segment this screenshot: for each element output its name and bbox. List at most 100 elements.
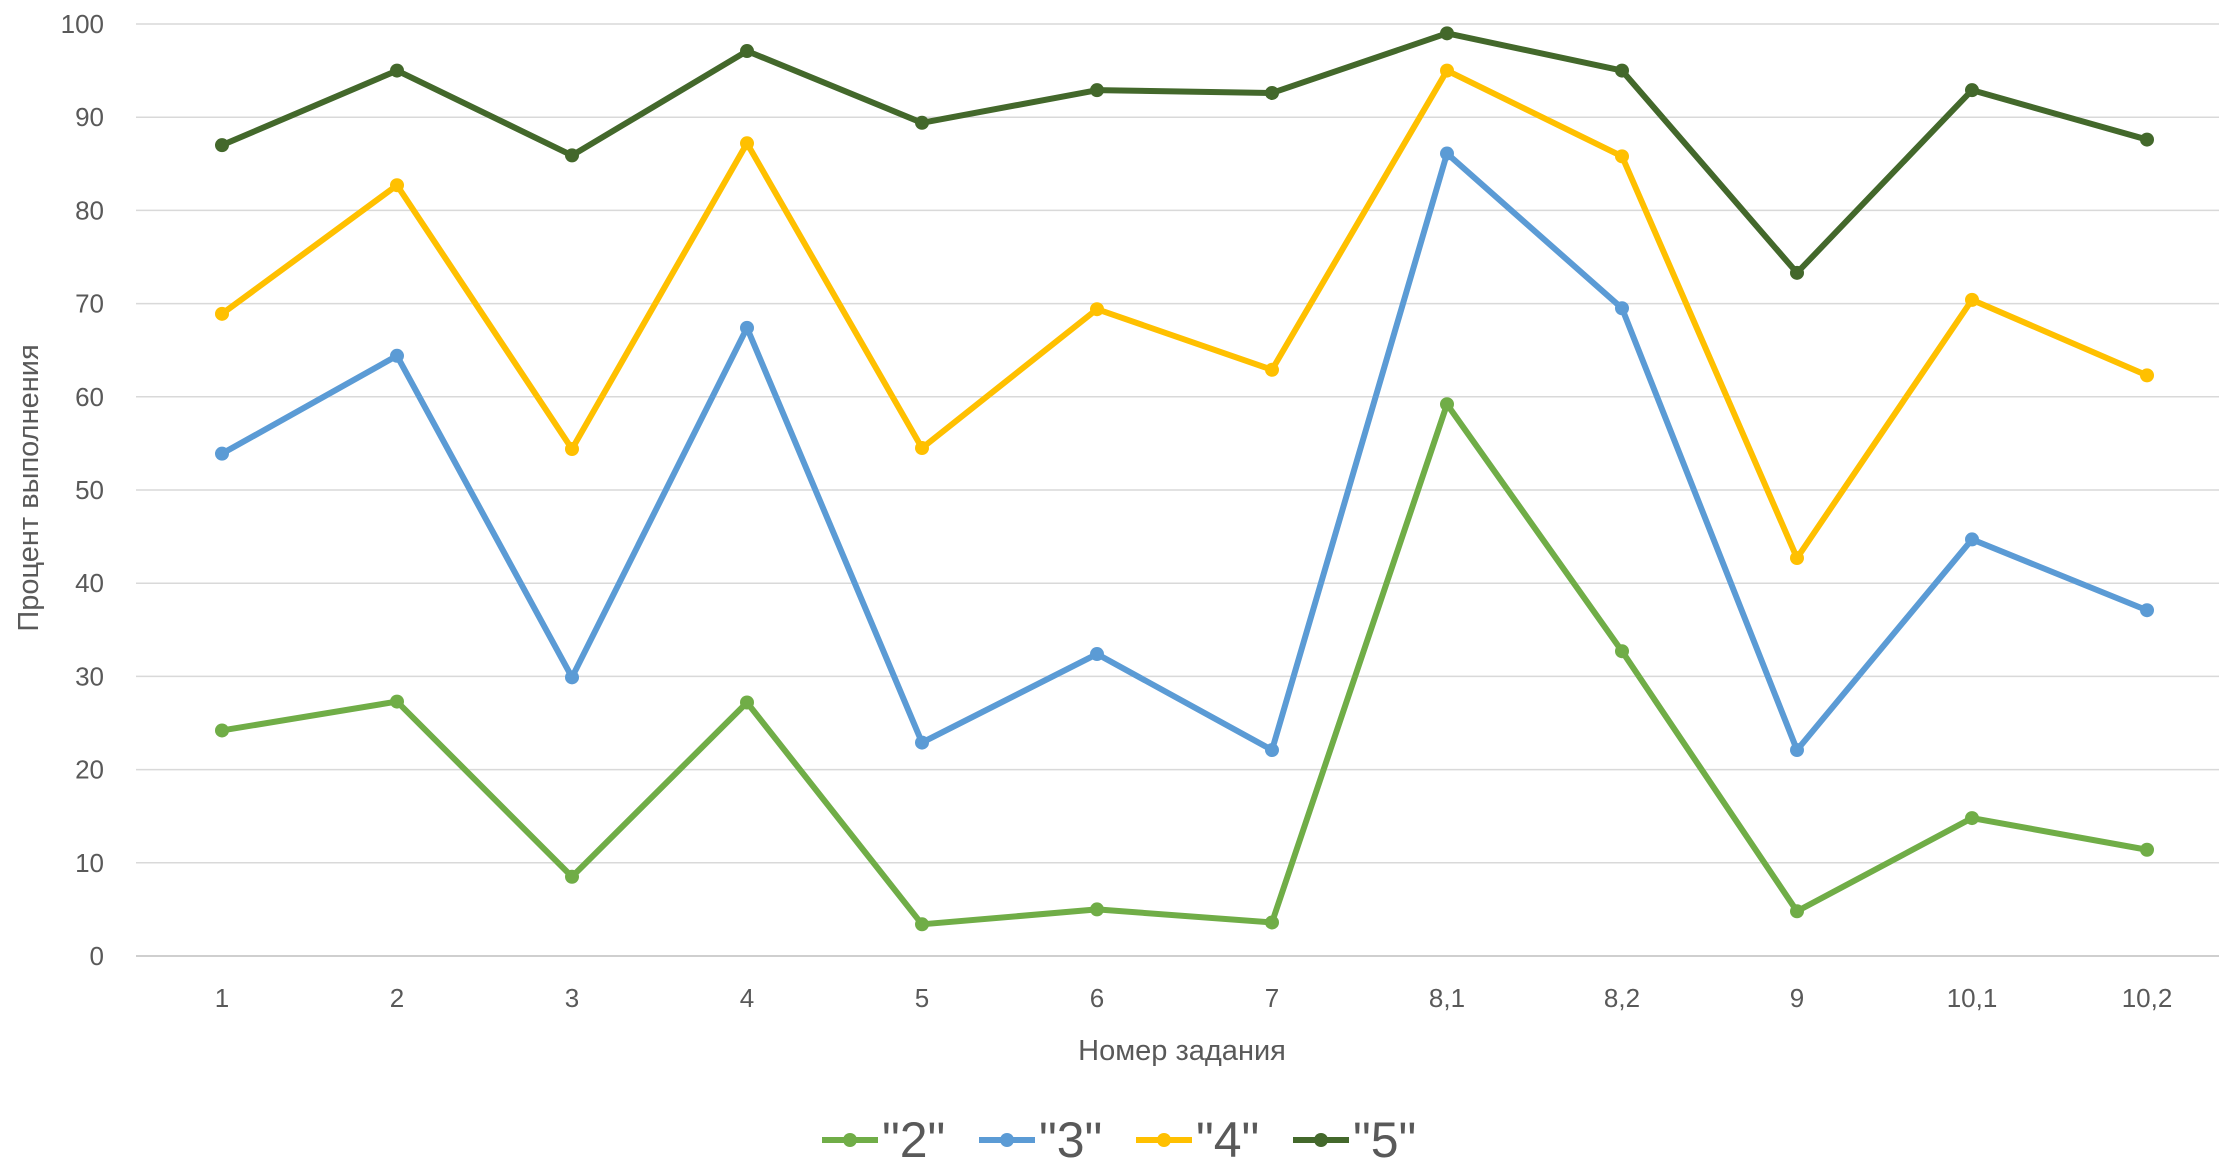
x-tick-label: 3 [565,983,579,1013]
series-3 [215,63,2154,566]
x-tick-label: 1 [215,983,229,1013]
data-point [215,306,229,321]
x-tick-label: 8,1 [1429,983,1465,1013]
data-point [1965,292,1979,307]
x-tick-label: 7 [1265,983,1279,1013]
data-point [390,178,404,193]
data-point [1965,532,1979,547]
data-point [1090,302,1104,317]
data-point [565,869,579,884]
series-2 [215,146,2154,758]
data-point [2140,132,2154,147]
data-point [215,446,229,461]
y-tick-label: 90 [75,102,104,132]
y-tick-label: 20 [75,755,104,785]
x-axis-title: Номер задания [1078,1035,1286,1067]
legend-swatch-marker [1314,1133,1328,1147]
legend-swatch-marker [1000,1133,1014,1147]
data-point [1790,743,1804,758]
legend-label: "3" [1039,1112,1102,1160]
data-point [1790,265,1804,280]
data-point [1090,902,1104,917]
data-point [215,723,229,738]
x-tick-label: 10,1 [1947,983,1998,1013]
data-point [1090,83,1104,98]
data-point [215,138,229,153]
data-point [915,441,929,456]
data-point [915,917,929,932]
y-tick-label: 100 [61,9,104,39]
data-point [1265,85,1279,100]
y-axis-ticks: 0 10 20 30 40 50 60 70 80 90 100 [61,9,104,971]
y-tick-label: 40 [75,568,104,598]
legend-label: "5" [1353,1112,1416,1160]
x-tick-label: 10,2 [2122,983,2173,1013]
y-tick-label: 60 [75,382,104,412]
data-point [2140,842,2154,857]
legend-label: "2" [882,1112,945,1160]
data-point [565,441,579,456]
x-tick-label: 8,2 [1604,983,1640,1013]
data-point [1615,149,1629,164]
data-point [1090,647,1104,662]
data-point [740,136,754,151]
data-point [1440,397,1454,412]
y-tick-label: 80 [75,195,104,225]
data-point [740,44,754,59]
data-point [390,63,404,78]
series-line [219,30,2150,276]
data-point [565,670,579,685]
x-tick-label: 2 [390,983,404,1013]
y-tick-label: 50 [75,475,104,505]
legend-entry: "3" [979,1112,1102,1165]
data-point [1615,644,1629,659]
data-point [1615,301,1629,316]
data-point [915,115,929,130]
data-point [1265,915,1279,930]
x-tick-label: 4 [740,983,754,1013]
x-tick-label: 6 [1090,983,1104,1013]
data-point [1965,83,1979,98]
data-point [740,320,754,335]
data-point [1265,743,1279,758]
data-point [1965,811,1979,826]
data-point [565,148,579,163]
legend-swatch-marker [843,1133,857,1147]
x-tick-label: 9 [1790,983,1804,1013]
y-tick-label: 30 [75,661,104,691]
data-point [2140,368,2154,383]
data-point [2140,603,2154,618]
data-point [740,695,754,710]
data-point [1790,904,1804,919]
gridlines [136,23,2219,957]
y-tick-label: 70 [75,289,104,319]
legend: "2" "3" "4" "5" [822,1112,1416,1165]
data-point [390,348,404,363]
legend-swatch-marker [1157,1133,1171,1147]
y-tick-label: 10 [75,848,104,878]
data-point [1440,26,1454,41]
x-axis-ticks: 1 2 3 4 5 6 7 8,1 8,2 9 10,1 10,2 [215,983,2173,1013]
series-line [219,67,2150,562]
legend-label: "4" [1196,1112,1259,1160]
y-axis-title: Процент выполнения [13,344,45,631]
legend-entry: "2" [822,1112,945,1165]
data-point [1440,146,1454,161]
legend-entry: "4" [1136,1112,1259,1165]
series-lines [215,26,2154,932]
y-tick-label: 0 [90,941,104,971]
x-tick-label: 5 [915,983,929,1013]
series-line [219,401,2150,928]
series-line [219,150,2150,754]
data-point [1790,551,1804,566]
data-point [1265,362,1279,377]
legend-entry: "5" [1293,1112,1416,1165]
data-point [1440,63,1454,78]
data-point [1615,63,1629,78]
series-4 [215,26,2154,280]
data-point [915,735,929,750]
series-1 [215,397,2154,932]
data-point [390,694,404,709]
